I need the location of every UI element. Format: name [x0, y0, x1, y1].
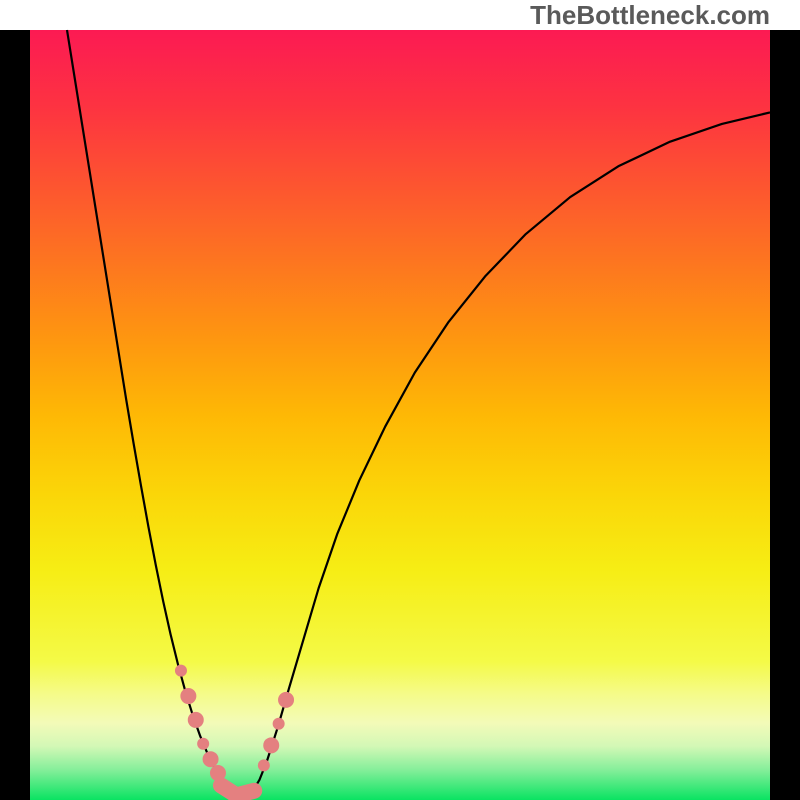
curve-marker — [203, 751, 219, 767]
watermark-text: TheBottleneck.com — [530, 0, 770, 31]
curve-marker — [273, 718, 285, 730]
curve-marker — [258, 759, 270, 771]
curve-marker — [263, 737, 279, 753]
curve-marker — [278, 692, 294, 708]
marker-capsule — [236, 791, 254, 796]
curve-marker — [180, 688, 196, 704]
curve-marker — [175, 665, 187, 677]
plot-background — [30, 30, 770, 800]
curve-marker — [197, 738, 209, 750]
frame-right — [770, 30, 800, 800]
chart-root: TheBottleneck.com — [0, 0, 800, 800]
curve-marker — [188, 712, 204, 728]
chart-svg — [0, 0, 800, 800]
frame-left — [0, 30, 30, 800]
curve-marker — [210, 765, 226, 781]
